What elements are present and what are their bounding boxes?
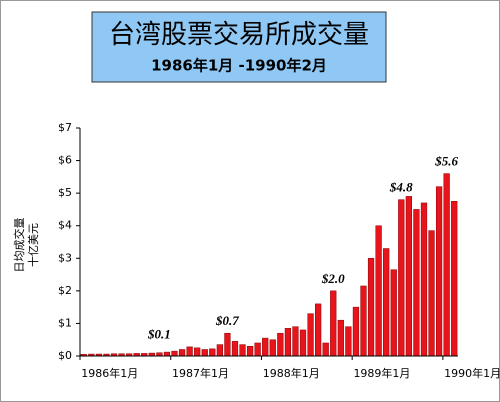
data-label: $2.0 [321, 271, 345, 286]
bar [186, 346, 193, 357]
bar [345, 326, 352, 357]
y-tick-label: $4 [58, 219, 72, 232]
y-tick-label: $0 [58, 349, 72, 362]
x-tick-label: 1989年1月 [353, 366, 410, 380]
bar [246, 345, 254, 357]
bar [194, 347, 201, 357]
bar [360, 285, 367, 357]
bar [337, 319, 344, 357]
bar [231, 341, 239, 357]
bar [284, 328, 292, 357]
x-tick-label: 1986年1月 [81, 366, 138, 380]
bar [352, 306, 360, 357]
bar [307, 313, 314, 357]
bar [299, 329, 307, 357]
bar [428, 230, 435, 357]
bar [383, 248, 390, 357]
bar [201, 349, 208, 357]
bar [224, 332, 231, 357]
bar [330, 290, 337, 357]
bar [163, 351, 171, 357]
x-tick-label: 1988年1月 [263, 366, 320, 380]
title-box [91, 11, 387, 83]
y-tick-label: $3 [58, 251, 72, 264]
bar [292, 326, 299, 357]
bar [171, 350, 178, 357]
bar [209, 348, 216, 357]
data-label: $4.8 [389, 180, 413, 195]
y-tick-label: $1 [58, 316, 72, 329]
bar [178, 349, 186, 357]
bar [435, 186, 443, 357]
bar [262, 337, 269, 357]
bar [398, 199, 405, 357]
chart-subtitle: 1986年1月 -1990年2月 [151, 57, 327, 75]
data-label: $0.1 [147, 327, 171, 342]
data-label: $0.7 [215, 313, 239, 328]
data-label: $5.6 [434, 154, 458, 169]
y-tick-label: $2 [58, 284, 72, 297]
bar [390, 269, 397, 357]
bar [443, 173, 450, 357]
y-axis-label: 十亿美元 [26, 223, 40, 267]
bar [420, 202, 428, 357]
bar [277, 332, 284, 357]
bar [269, 339, 276, 357]
y-tick-label: $6 [58, 154, 72, 167]
bar [413, 209, 420, 357]
bar [315, 303, 322, 357]
bar [239, 344, 246, 357]
bar [405, 196, 412, 357]
bar [216, 344, 223, 357]
bar [375, 225, 382, 357]
bar [451, 201, 458, 357]
x-tick-label: 1987年1月 [172, 366, 229, 380]
chart-title: 台湾股票交易所成交量 [109, 20, 369, 50]
x-tick-label: 1990年1月 [444, 366, 500, 380]
bar [322, 342, 329, 357]
y-axis-label: 日均成交量 [12, 218, 26, 273]
bar [367, 258, 375, 357]
y-tick-label: $7 [58, 121, 72, 134]
y-tick-label: $5 [58, 186, 72, 199]
bar [254, 342, 261, 357]
